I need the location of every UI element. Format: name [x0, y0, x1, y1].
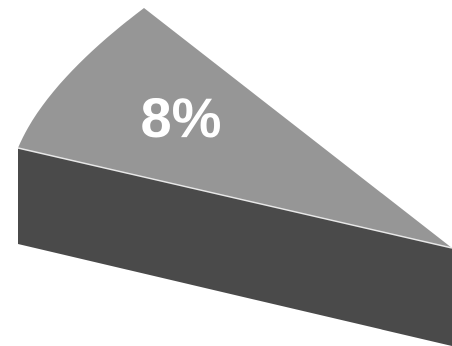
pie-slice-side-face — [18, 148, 452, 346]
pie-slice-top-face — [18, 8, 452, 248]
pie-slice-label: 8% — [141, 86, 222, 149]
pie-slice-edge-highlight — [17, 147, 452, 249]
